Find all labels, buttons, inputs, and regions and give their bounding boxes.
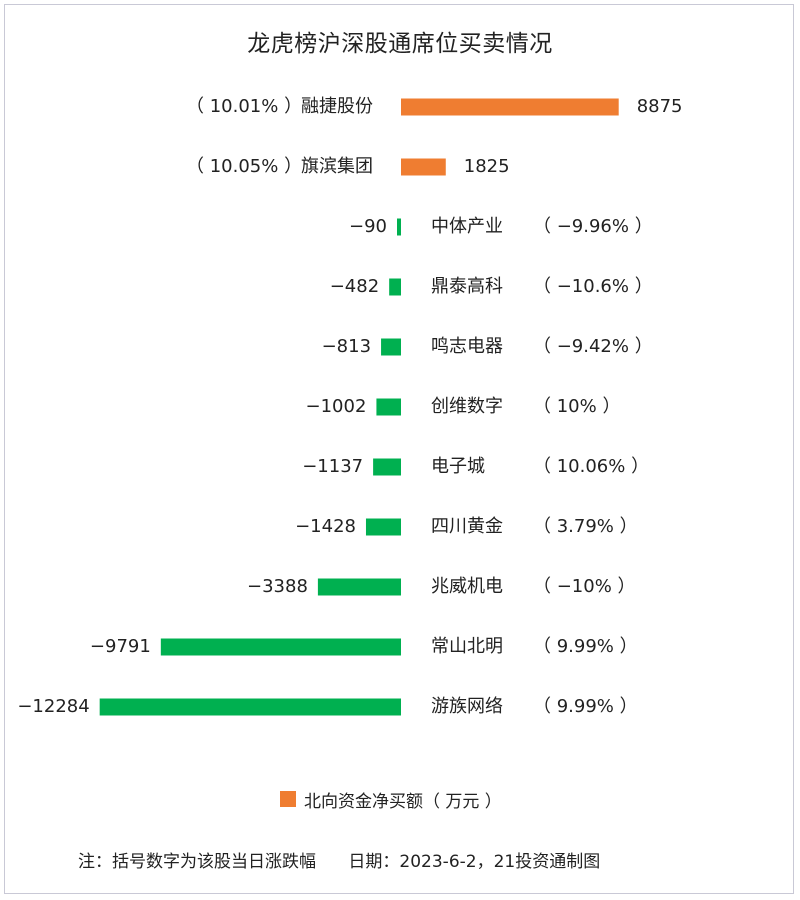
category-label: 鼎泰高科 xyxy=(431,276,503,297)
change-label: （ 10.05% ） xyxy=(186,156,302,177)
category-label: 鸣志电器 xyxy=(431,336,503,357)
value-label: −12284 xyxy=(17,696,89,717)
change-label: （ −10.6% ） xyxy=(533,276,653,297)
value-label: −1137 xyxy=(302,456,363,477)
bar xyxy=(389,278,401,296)
change-label: （ 9.99% ） xyxy=(533,636,638,657)
change-label: （ 10% ） xyxy=(533,396,620,417)
change-label: （ 10.01% ） xyxy=(186,96,302,117)
bar xyxy=(160,638,401,656)
category-label: 常山北明 xyxy=(431,636,503,657)
category-label: 融捷股份 xyxy=(301,96,373,117)
category-label: 创维数字 xyxy=(431,396,503,417)
category-label: 旗滨集团 xyxy=(301,156,373,177)
legend-swatch xyxy=(280,791,296,807)
category-label: 游族网络 xyxy=(431,696,503,717)
chart-frame xyxy=(4,4,794,894)
change-label: （ 9.99% ） xyxy=(533,696,638,717)
value-label: −482 xyxy=(330,276,379,297)
bar xyxy=(99,698,402,716)
value-label: −90 xyxy=(349,216,387,237)
legend: 北向资金净买额（ 万元 ） xyxy=(280,787,502,812)
change-label: （ −10% ） xyxy=(533,576,636,597)
bar xyxy=(401,158,446,176)
bar xyxy=(397,218,401,236)
value-label: −3388 xyxy=(247,576,308,597)
value-label: −9791 xyxy=(90,636,151,657)
value-label: −813 xyxy=(322,336,371,357)
change-label: （ 10.06% ） xyxy=(533,456,649,477)
bar xyxy=(373,458,401,476)
footnote: 注：括号数字为该股当日涨跌幅 日期：2023-6-2，21投资通制图 xyxy=(78,852,601,872)
bar xyxy=(401,98,619,116)
value-label: 1825 xyxy=(464,156,510,177)
category-label: 四川黄金 xyxy=(431,516,503,537)
category-label: 电子城 xyxy=(431,456,485,477)
change-label: （ −9.42% ） xyxy=(533,336,653,357)
category-label: 中体产业 xyxy=(431,216,503,237)
chart-title: 龙虎榜沪深股通席位买卖情况 xyxy=(247,31,553,57)
bar xyxy=(317,578,401,596)
bar xyxy=(381,338,401,356)
bar xyxy=(376,398,401,416)
value-label: 8875 xyxy=(637,96,683,117)
bar xyxy=(365,518,401,536)
legend-label: 北向资金净买额（ 万元 ） xyxy=(304,791,502,812)
change-label: （ 3.79% ） xyxy=(533,516,638,537)
change-label: （ −9.96% ） xyxy=(533,216,653,237)
category-label: 兆威机电 xyxy=(431,576,503,597)
value-label: −1428 xyxy=(295,516,356,537)
value-label: −1002 xyxy=(306,396,367,417)
